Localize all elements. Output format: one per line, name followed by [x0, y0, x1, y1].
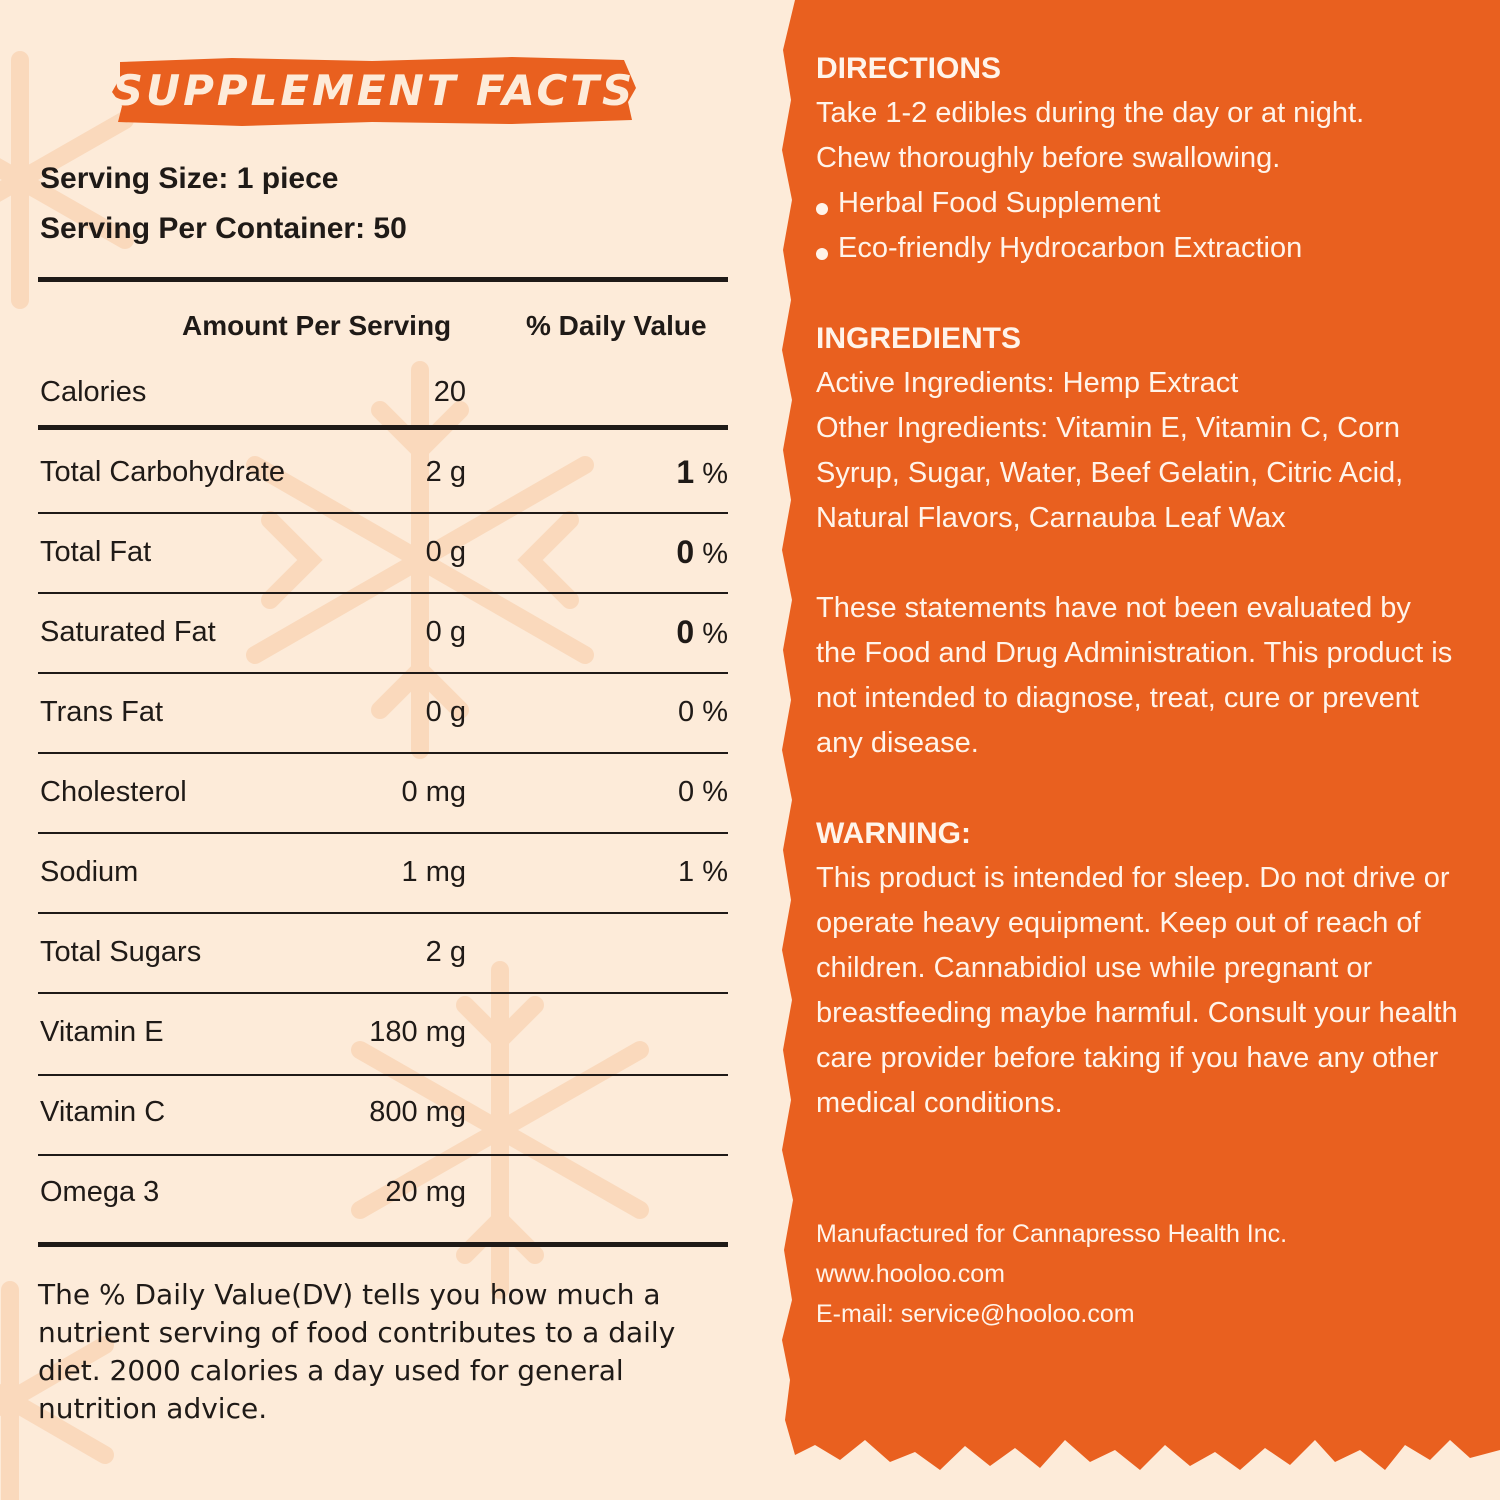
- servings-per-container-value: 50: [373, 212, 407, 245]
- nutrient-amount: 0 mg: [401, 776, 466, 808]
- dv-value: 0: [678, 776, 695, 808]
- email-link[interactable]: E-mail: service@hooloo.com: [816, 1300, 1135, 1328]
- active-ingredients: Active Ingredients: Hemp Extract: [816, 367, 1239, 399]
- page-title: SUPPLEMENT FACTS: [112, 66, 636, 115]
- bullet-text: Herbal Food Supplement: [838, 187, 1161, 219]
- nutrient-amount: 20: [433, 376, 466, 408]
- dv-unit: %: [702, 776, 728, 808]
- dv-unit: %: [702, 538, 728, 570]
- divider-thick: [38, 1242, 728, 1247]
- directions-section: DIRECTIONS Take 1-2 edibles during the d…: [816, 46, 1476, 271]
- fda-disclaimer: These statements have not been evaluated…: [816, 586, 1456, 766]
- nutrient-name: Total Sugars: [40, 936, 202, 968]
- divider: [38, 1154, 728, 1156]
- nutrient-dv: 0 %: [678, 672, 728, 752]
- divider: [38, 752, 728, 754]
- bullet-item: Herbal Food Supplement: [816, 181, 1476, 226]
- dv-unit: %: [702, 618, 728, 650]
- nutrient-name: Sodium: [40, 856, 139, 888]
- nutrient-amount: 2 g: [425, 456, 466, 488]
- divider: [38, 512, 728, 514]
- nutrient-name: Cholesterol: [40, 776, 187, 808]
- header-amount: Amount Per Serving: [182, 310, 452, 341]
- divider: [38, 912, 728, 914]
- nutrient-dv: 1 %: [676, 432, 728, 514]
- nutrient-name: Vitamin C: [40, 1096, 166, 1128]
- divider: [38, 992, 728, 994]
- directions-line: Take 1-2 edibles during the day or at ni…: [816, 97, 1365, 129]
- serving-size: Serving Size: 1 piece: [40, 162, 338, 196]
- divider: [38, 672, 728, 674]
- dv-value: 1: [676, 454, 695, 490]
- dv-unit: %: [702, 696, 728, 728]
- warning-text: This product is intended for sleep. Do n…: [816, 862, 1458, 1119]
- nutrient-name: Trans Fat: [40, 696, 164, 728]
- dv-value: 0: [678, 696, 695, 728]
- table-row: Omega 3 20 mg: [38, 1152, 728, 1232]
- nutrient-amount: 800 mg: [369, 1096, 466, 1128]
- nutrient-dv: 0 %: [678, 752, 728, 832]
- directions-heading: DIRECTIONS: [816, 52, 1002, 85]
- directions-line: Chew thoroughly before swallowing.: [816, 142, 1281, 174]
- nutrient-dv: 0 %: [676, 592, 728, 674]
- bullet-icon: [816, 248, 828, 260]
- divider-thick: [38, 277, 728, 282]
- disclaimer-text: These statements have not been evaluated…: [816, 592, 1453, 759]
- ingredients-section: INGREDIENTS Active Ingredients: Hemp Ext…: [816, 316, 1476, 541]
- bullet-text: Eco-friendly Hydrocarbon Extraction: [838, 232, 1303, 264]
- header-daily-value: % Daily Value: [526, 310, 707, 341]
- nutrient-name: Vitamin E: [40, 1016, 164, 1048]
- bullet-item: Eco-friendly Hydrocarbon Extraction: [816, 226, 1476, 271]
- divider: [38, 832, 728, 834]
- servings-per-container: Serving Per Container: 50: [40, 212, 407, 246]
- nutrient-amount: 20 mg: [385, 1176, 466, 1208]
- table-row: Total Sugars 2 g: [38, 912, 728, 992]
- bullet-icon: [816, 203, 828, 215]
- table-row: Total Fat 0 g 0 %: [38, 512, 728, 592]
- dv-value: 0: [676, 614, 695, 650]
- warning-section: WARNING: This product is intended for sl…: [816, 811, 1466, 1126]
- website-link[interactable]: www.hooloo.com: [816, 1260, 1005, 1288]
- servings-per-container-label: Serving Per Container:: [40, 212, 366, 245]
- nutrient-name: Saturated Fat: [40, 616, 216, 648]
- nutrient-amount: 180 mg: [369, 1016, 466, 1048]
- manufacturer-line: Manufactured for Cannapresso Health Inc.: [816, 1220, 1288, 1248]
- table-row: Total Carbohydrate 2 g 1 %: [38, 432, 728, 512]
- table-row: Vitamin C 800 mg: [38, 1072, 728, 1152]
- table-row: Cholesterol 0 mg 0 %: [38, 752, 728, 832]
- table-row: Saturated Fat 0 g 0 %: [38, 592, 728, 672]
- nutrient-name: Total Carbohydrate: [40, 456, 286, 488]
- nutrient-amount: 0 g: [425, 536, 466, 568]
- nutrient-amount: 0 g: [425, 616, 466, 648]
- daily-value-footnote: The % Daily Value(DV) tells you how much…: [38, 1278, 676, 1425]
- nutrient-name: Omega 3: [40, 1176, 160, 1208]
- dv-value: 0: [676, 534, 695, 570]
- manufacturer-info: Manufactured for Cannapresso Health Inc.…: [816, 1214, 1476, 1334]
- table-row: Vitamin E 180 mg: [38, 992, 728, 1072]
- nutrient-amount: 2 g: [425, 936, 466, 968]
- nutrient-dv: 0 %: [676, 512, 728, 594]
- warning-heading: WARNING:: [816, 817, 971, 850]
- table-row: Sodium 1 mg 1 %: [38, 832, 728, 912]
- table-row: Trans Fat 0 g 0 %: [38, 672, 728, 752]
- nutrient-dv: 1 %: [678, 832, 728, 912]
- title-banner: SUPPLEMENT FACTS: [112, 56, 636, 126]
- nutrient-name: Calories: [40, 376, 147, 408]
- dv-value: 1: [678, 856, 695, 888]
- divider: [38, 592, 728, 594]
- nutrient-name: Total Fat: [40, 536, 152, 568]
- nutrient-amount: 1 mg: [401, 856, 466, 888]
- serving-size-value: 1 piece: [236, 162, 339, 195]
- divider-thick: [38, 425, 728, 430]
- dv-unit: %: [702, 458, 728, 490]
- ingredients-heading: INGREDIENTS: [816, 322, 1022, 355]
- dv-unit: %: [702, 856, 728, 888]
- serving-size-label: Serving Size:: [40, 162, 229, 195]
- nutrient-amount: 0 g: [425, 696, 466, 728]
- other-ingredients: Other Ingredients: Vitamin E, Vitamin C,…: [816, 412, 1404, 534]
- divider: [38, 1074, 728, 1076]
- table-row: Calories 20: [38, 352, 728, 432]
